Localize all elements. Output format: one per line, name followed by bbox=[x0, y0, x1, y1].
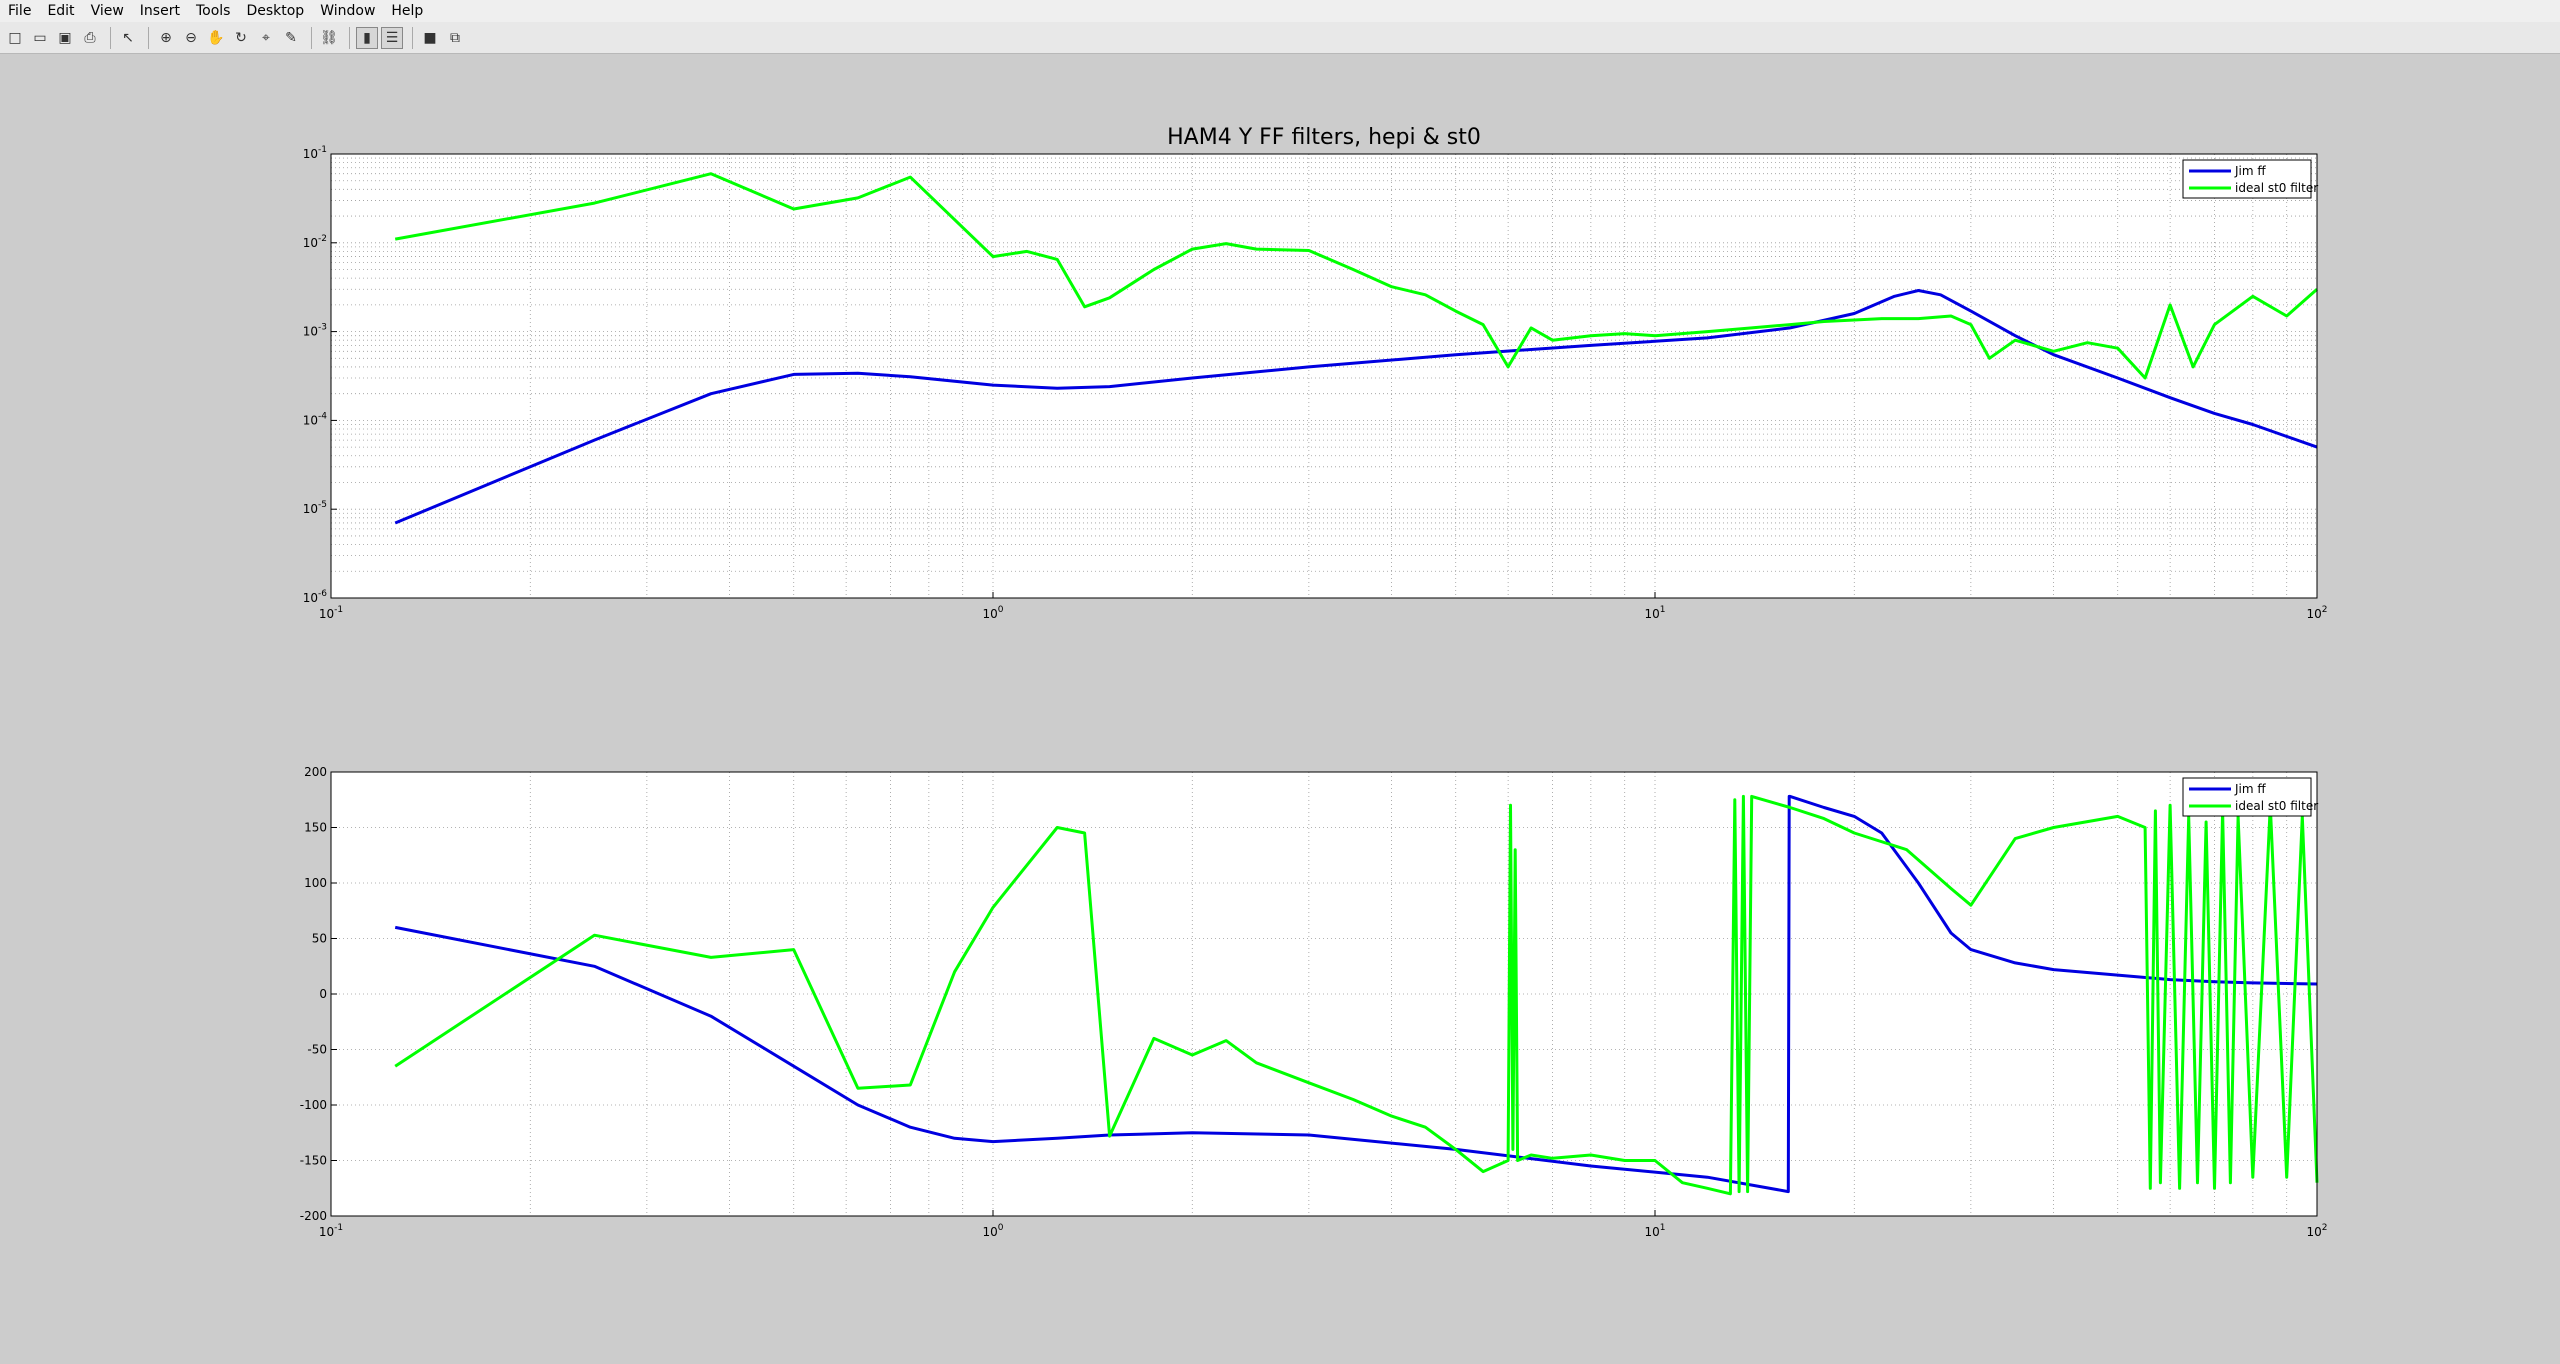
y-tick-label: 10-6 bbox=[303, 589, 328, 605]
x-tick-label: 10-1 bbox=[319, 1223, 343, 1239]
legend-box bbox=[2182, 159, 2312, 199]
data-cursor-icon[interactable]: ⌖ bbox=[262, 29, 270, 46]
y-tick-label: 150 bbox=[304, 821, 327, 835]
y-tick-label: 0 bbox=[319, 987, 327, 1001]
menu-desktop[interactable]: Desktop bbox=[246, 3, 305, 19]
chart-title: HAM4 Y FF filters, hepi & st0 bbox=[1167, 125, 1481, 150]
y-tick-label: 10-4 bbox=[303, 411, 328, 427]
toolbar-separator bbox=[148, 26, 149, 49]
plot-area bbox=[331, 154, 2317, 598]
toolbar-separator bbox=[110, 26, 111, 49]
y-tick-label: -150 bbox=[300, 1154, 327, 1168]
figure-toolbar: □ ▭ ▣ ⎙ ↖ ⊕ ⊖ ✋ ↻ ⌖ ✎ ⛓ ▮ ☰ ■ ⧉ bbox=[0, 22, 2560, 54]
menu-edit[interactable]: Edit bbox=[47, 3, 75, 19]
edit-plot-arrow-icon[interactable]: ↖ bbox=[122, 29, 134, 46]
menu-window[interactable]: Window bbox=[320, 3, 376, 19]
legend: Jim ff ideal st0 filter bbox=[2182, 777, 2318, 817]
insert-colorbar-icon[interactable]: ▮ bbox=[356, 26, 378, 49]
axes-1: 10-1 100 101 102 10-6 10-5 10-4 10-3 10-2 10-1 HAM… bbox=[303, 125, 2328, 621]
menu-help[interactable]: Help bbox=[391, 3, 424, 19]
series-line-ideal-st0-filter bbox=[394, 794, 2319, 1196]
menu-insert[interactable]: Insert bbox=[139, 3, 180, 19]
series-line-jim-ff bbox=[394, 289, 2318, 525]
legend: Jim ff ideal st0 filter bbox=[2182, 159, 2318, 199]
new-figure-icon[interactable]: □ bbox=[8, 29, 22, 46]
y-tick-label: -50 bbox=[307, 1043, 327, 1057]
open-file-icon[interactable]: ▭ bbox=[33, 29, 47, 46]
y-tick-label: 200 bbox=[304, 765, 327, 779]
x-tick-label: 102 bbox=[2306, 1223, 2327, 1239]
y-tick-label: -200 bbox=[300, 1209, 327, 1223]
x-tick-label: 101 bbox=[1644, 1223, 1665, 1239]
y-tick-label: 10-1 bbox=[303, 145, 327, 161]
legend-entry: ideal st0 filter bbox=[2235, 799, 2318, 813]
zoom-in-icon[interactable]: ⊕ bbox=[160, 29, 172, 46]
x-tick-label: 100 bbox=[982, 1223, 1003, 1239]
insert-legend-icon[interactable]: ☰ bbox=[381, 26, 403, 49]
series-group bbox=[394, 794, 2319, 1196]
print-icon[interactable]: ⎙ bbox=[84, 29, 96, 46]
pan-hand-icon[interactable]: ✋ bbox=[207, 29, 225, 46]
rotate-3d-icon[interactable]: ↻ bbox=[235, 29, 247, 46]
y-tick-label: -100 bbox=[300, 1098, 327, 1112]
zoom-out-icon[interactable]: ⊖ bbox=[185, 29, 197, 46]
x-tick-label: 10-1 bbox=[319, 605, 343, 621]
y-tick-label: 100 bbox=[304, 876, 327, 890]
show-plot-tools-icon[interactable]: ⧉ bbox=[450, 29, 460, 46]
axes-2: 10-1 100 101 102 -200 -150 -100 -50 0 50 100 150 200… bbox=[300, 765, 2328, 1239]
y-tick-label: 10-2 bbox=[303, 234, 327, 250]
toolbar-separator bbox=[412, 26, 413, 49]
menu-file[interactable]: File bbox=[8, 3, 32, 19]
link-plot-icon[interactable]: ⛓ bbox=[320, 29, 338, 46]
grid-lines bbox=[331, 154, 2317, 598]
y-tick-label: 10-5 bbox=[303, 500, 327, 516]
legend-entry: Jim ff bbox=[2234, 164, 2266, 178]
x-tick-label: 100 bbox=[982, 605, 1003, 621]
hide-plot-tools-icon[interactable]: ■ bbox=[423, 29, 437, 46]
legend-entry: ideal st0 filter bbox=[2235, 181, 2318, 195]
grid-lines bbox=[331, 772, 2317, 1216]
series-group bbox=[394, 172, 2318, 525]
axes-frame bbox=[330, 153, 2318, 599]
series-line-ideal-st0-filter bbox=[394, 172, 2318, 380]
brush-icon[interactable]: ✎ bbox=[285, 29, 297, 46]
legend-entry: Jim ff bbox=[2234, 782, 2266, 796]
series-line-jim-ff bbox=[394, 794, 2318, 1194]
y-tick-label: 50 bbox=[312, 932, 327, 946]
menu-bar: File Edit View Insert Tools Desktop Wind… bbox=[0, 0, 2560, 22]
x-tick-label: 102 bbox=[2306, 605, 2327, 621]
menu-tools[interactable]: Tools bbox=[195, 3, 231, 19]
legend-box bbox=[2182, 777, 2312, 817]
menu-view[interactable]: View bbox=[90, 3, 124, 19]
toolbar-separator bbox=[349, 26, 350, 49]
x-tick-label: 101 bbox=[1644, 605, 1665, 621]
save-icon[interactable]: ▣ bbox=[58, 29, 72, 46]
y-tick-label: 10-3 bbox=[303, 323, 327, 339]
toolbar-separator bbox=[311, 26, 312, 49]
